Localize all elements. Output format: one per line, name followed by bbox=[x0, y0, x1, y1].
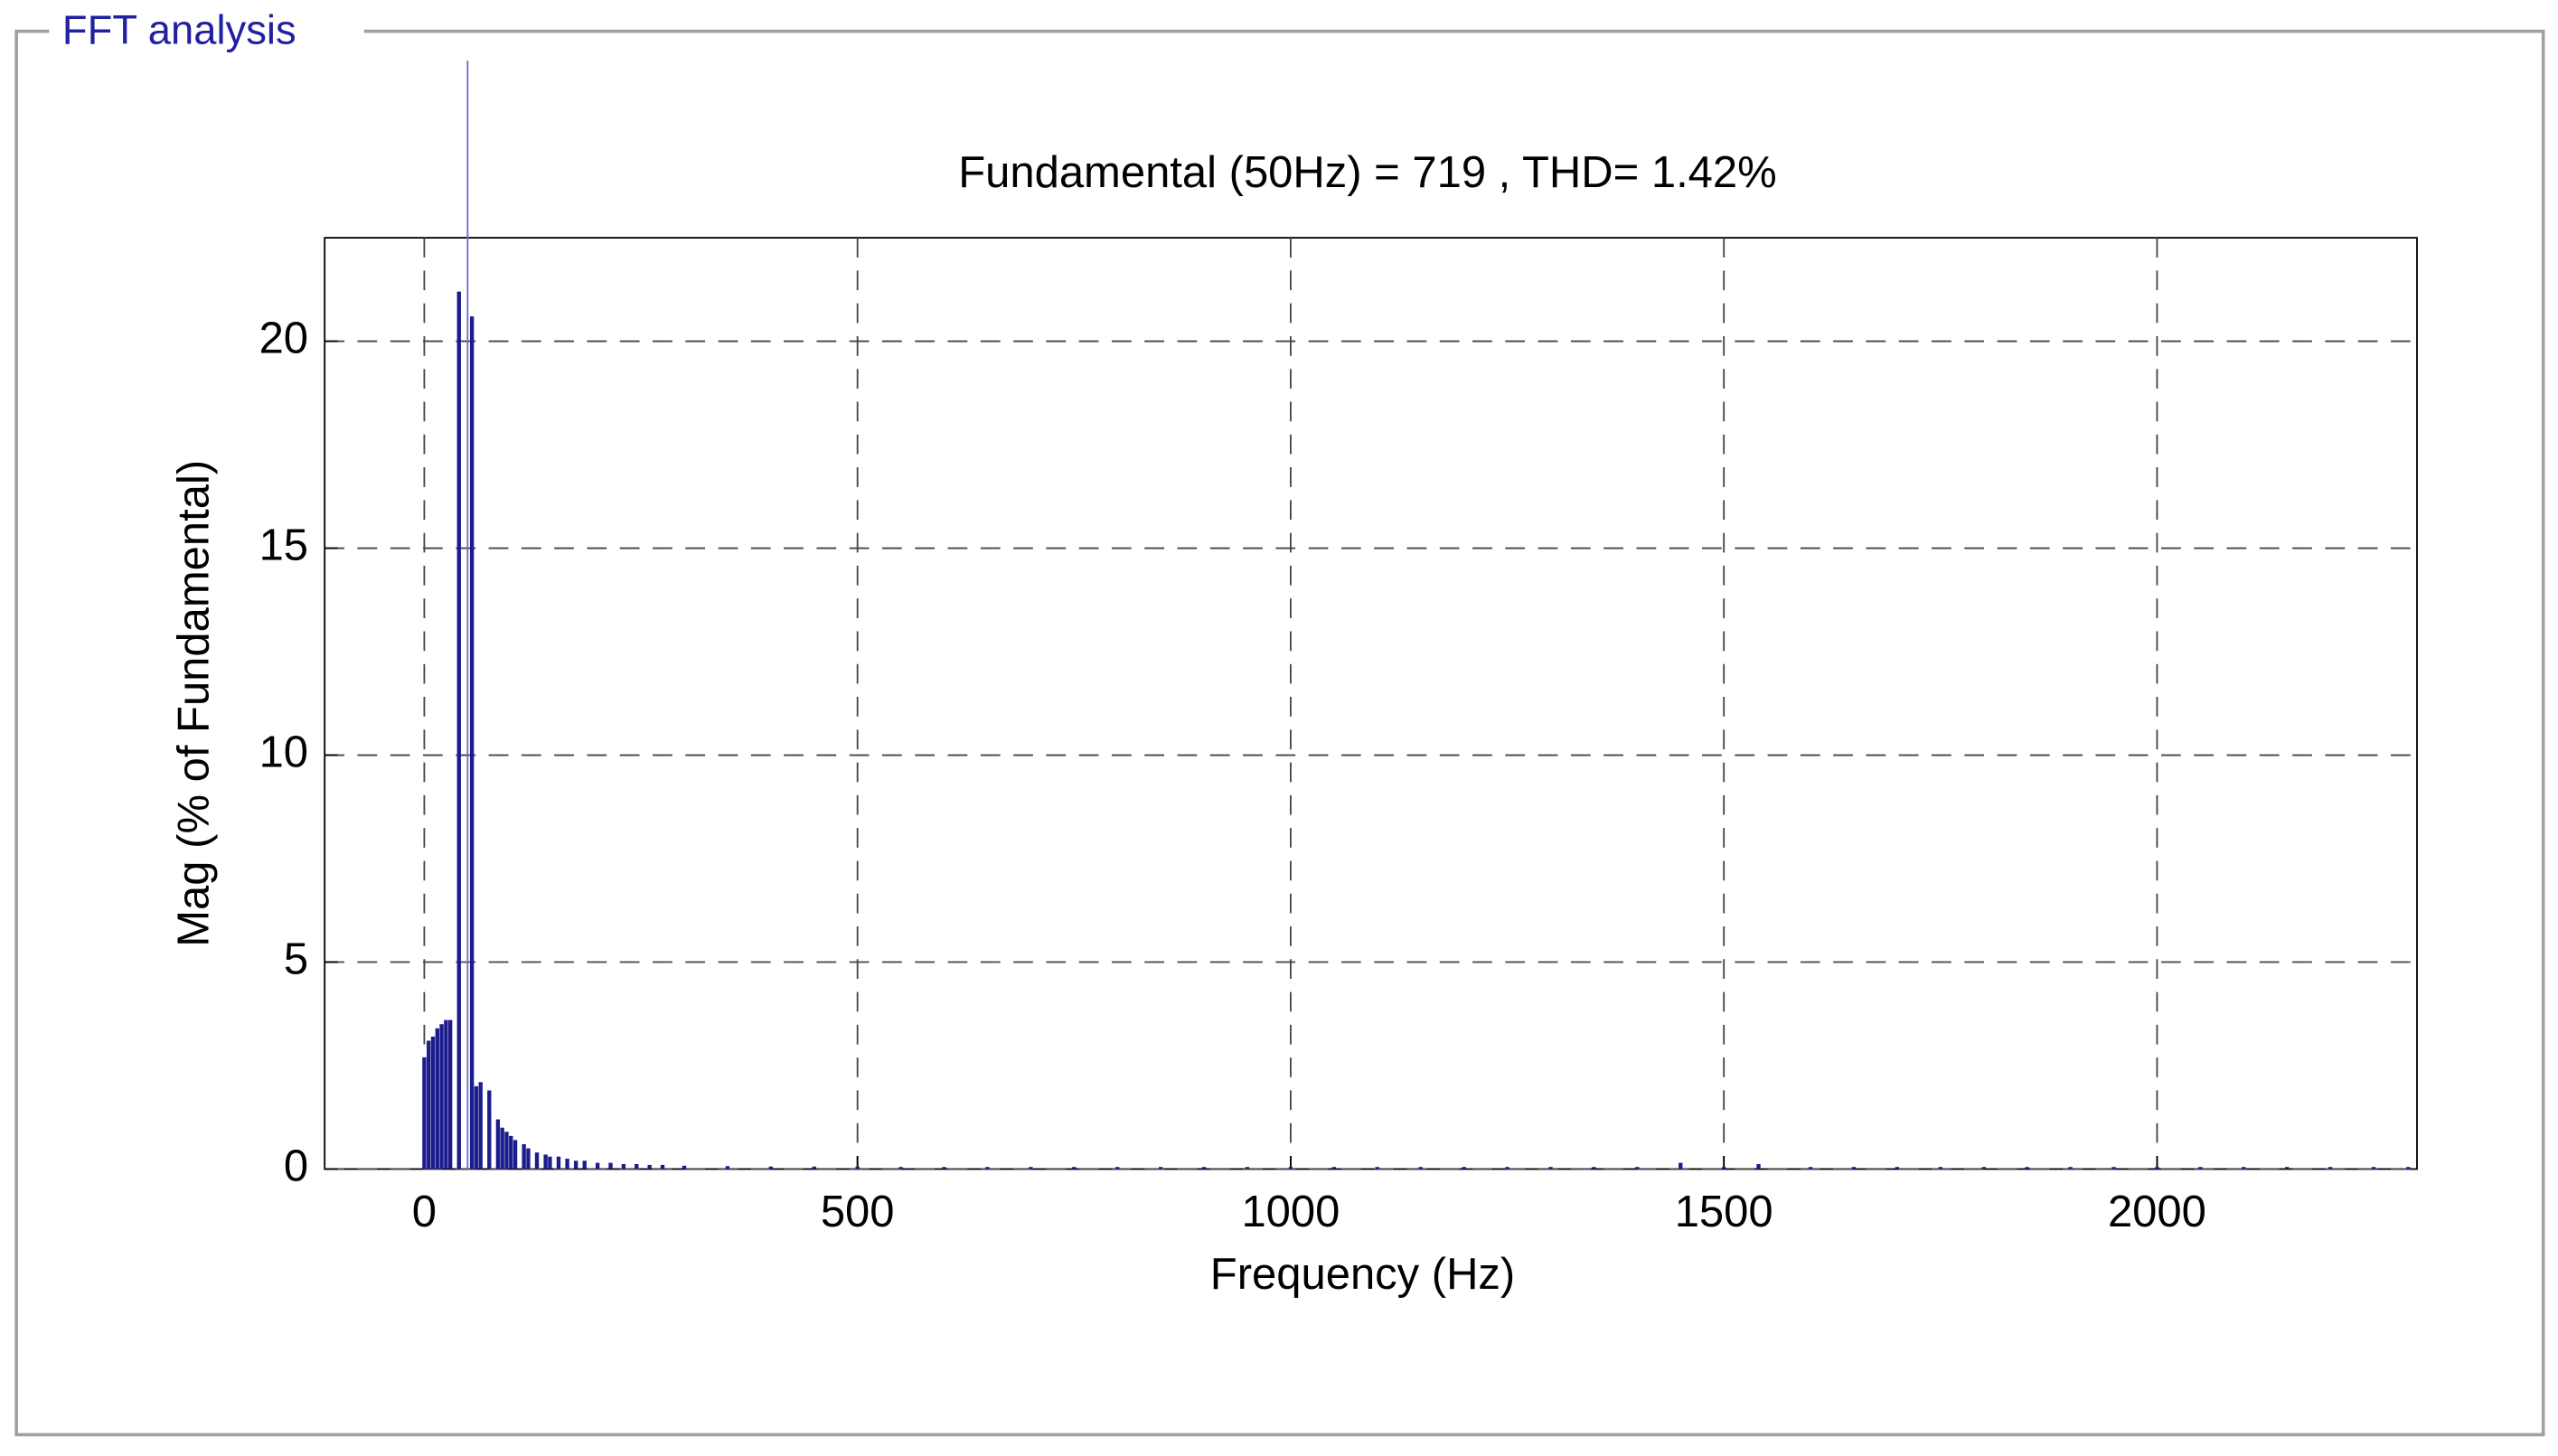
bar bbox=[647, 1164, 652, 1169]
y-tick-label: 10 bbox=[259, 728, 308, 776]
bar bbox=[725, 1166, 730, 1169]
bar bbox=[682, 1165, 687, 1169]
bar bbox=[2025, 1167, 2029, 1169]
bar bbox=[1505, 1167, 1509, 1169]
x-axis-label: Frequency (Hz) bbox=[1210, 1250, 1515, 1299]
bar bbox=[469, 316, 475, 1169]
x-tick-label: 2000 bbox=[2108, 1188, 2206, 1236]
bar bbox=[2198, 1167, 2203, 1169]
bar bbox=[556, 1156, 561, 1169]
bar bbox=[513, 1140, 518, 1169]
bar bbox=[447, 1019, 453, 1169]
bar bbox=[855, 1166, 860, 1169]
bar bbox=[444, 1019, 448, 1169]
bar bbox=[608, 1162, 613, 1169]
bar bbox=[474, 1085, 479, 1169]
bar bbox=[1418, 1167, 1423, 1169]
bar bbox=[1201, 1167, 1207, 1169]
bar bbox=[430, 1036, 436, 1169]
bar bbox=[487, 1090, 492, 1169]
panel-title: FFT analysis bbox=[62, 6, 296, 52]
bar bbox=[500, 1127, 504, 1169]
bar bbox=[635, 1163, 639, 1169]
bar bbox=[522, 1144, 526, 1169]
bar bbox=[509, 1135, 513, 1169]
bar bbox=[439, 1024, 444, 1169]
chart-title: Fundamental (50Hz) = 719 , THD= 1.42% bbox=[958, 148, 1777, 197]
bar bbox=[1288, 1167, 1293, 1169]
bar bbox=[768, 1166, 774, 1169]
bar bbox=[1029, 1167, 1033, 1169]
bar bbox=[2371, 1167, 2376, 1169]
bar bbox=[456, 291, 461, 1169]
bar bbox=[985, 1167, 990, 1169]
bar bbox=[1756, 1163, 1761, 1169]
bar bbox=[1115, 1167, 1120, 1169]
bar bbox=[495, 1119, 501, 1169]
bar bbox=[1635, 1167, 1640, 1169]
y-axis-label: Mag (% of Fundamental) bbox=[170, 460, 219, 947]
bar bbox=[1245, 1167, 1250, 1169]
y-tick-label: 0 bbox=[284, 1141, 308, 1190]
bar bbox=[1938, 1167, 1942, 1169]
bar bbox=[2242, 1167, 2246, 1169]
x-tick-label: 500 bbox=[821, 1188, 895, 1236]
bar bbox=[565, 1159, 569, 1169]
bar bbox=[1808, 1167, 1813, 1169]
bar bbox=[2285, 1167, 2290, 1169]
bar bbox=[1981, 1167, 1986, 1169]
bar bbox=[504, 1132, 509, 1169]
bar bbox=[582, 1160, 587, 1169]
bar bbox=[2155, 1167, 2159, 1169]
bar bbox=[2328, 1167, 2333, 1169]
bar bbox=[621, 1163, 626, 1169]
bar bbox=[1375, 1167, 1379, 1169]
y-tick-label: 15 bbox=[259, 521, 308, 569]
bar bbox=[2111, 1167, 2116, 1169]
bar bbox=[1331, 1167, 1337, 1169]
bar bbox=[1592, 1167, 1596, 1169]
bar bbox=[1072, 1167, 1077, 1169]
bar bbox=[2068, 1167, 2073, 1169]
bar bbox=[1548, 1167, 1553, 1169]
bar bbox=[660, 1164, 665, 1169]
bar bbox=[1462, 1167, 1466, 1169]
bar bbox=[573, 1160, 578, 1169]
bar bbox=[942, 1167, 946, 1169]
bar bbox=[526, 1148, 531, 1169]
bar bbox=[595, 1162, 600, 1169]
bar bbox=[543, 1154, 548, 1169]
bar bbox=[478, 1082, 483, 1169]
x-tick-label: 1500 bbox=[1675, 1188, 1773, 1236]
y-tick-label: 20 bbox=[259, 315, 308, 363]
bar bbox=[427, 1040, 431, 1169]
x-tick-label: 1000 bbox=[1241, 1188, 1340, 1236]
x-tick-label: 0 bbox=[412, 1188, 437, 1236]
bar bbox=[2406, 1167, 2411, 1169]
bar bbox=[1158, 1167, 1163, 1169]
y-tick-label: 5 bbox=[284, 935, 308, 983]
bar bbox=[435, 1028, 439, 1169]
bar bbox=[534, 1152, 540, 1169]
bar bbox=[1722, 1167, 1726, 1169]
bar bbox=[1895, 1167, 1900, 1169]
bar bbox=[812, 1166, 816, 1169]
plot-area bbox=[324, 237, 2418, 1170]
bar bbox=[1851, 1167, 1857, 1169]
bar bbox=[1679, 1162, 1683, 1169]
bar bbox=[422, 1057, 427, 1169]
bar bbox=[898, 1167, 903, 1169]
group-box bbox=[14, 29, 2545, 1437]
bar bbox=[548, 1156, 552, 1169]
